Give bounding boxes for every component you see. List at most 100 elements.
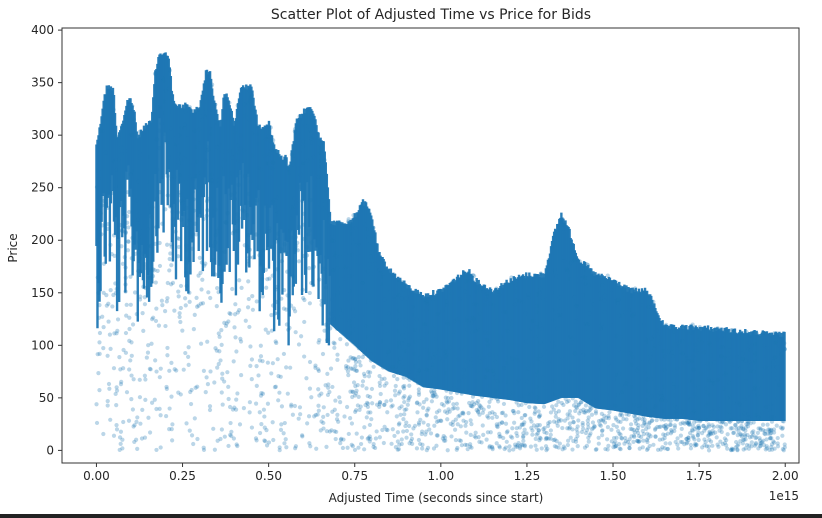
- scatter-point: [773, 354, 778, 360]
- scatter-point: [282, 242, 287, 247]
- scatter-point: [680, 440, 685, 445]
- scatter-point: [554, 439, 559, 444]
- scatter-point: [447, 345, 452, 350]
- scatter-point: [114, 388, 120, 393]
- scatter-point: [620, 389, 625, 394]
- scatter-point: [590, 298, 595, 303]
- scatter-point: [310, 283, 316, 288]
- scatter-point: [709, 412, 714, 418]
- scatter-point: [772, 440, 777, 445]
- scatter-point: [247, 400, 252, 405]
- scatter-point: [629, 434, 634, 439]
- scatter-point: [235, 212, 240, 217]
- scatter-point: [378, 271, 383, 276]
- scatter-point: [572, 351, 578, 356]
- scatter-point: [551, 244, 557, 250]
- scatter-point: [616, 347, 621, 352]
- scatter-point: [662, 436, 667, 441]
- scatter-point: [380, 427, 385, 433]
- scatter-point: [711, 424, 717, 430]
- scatter-point: [607, 410, 612, 415]
- scatter-point: [646, 425, 651, 430]
- scatter-point: [567, 369, 572, 374]
- scatter-point: [665, 446, 671, 452]
- scatter-point: [420, 336, 425, 341]
- scatter-point: [647, 443, 652, 449]
- scatter-point: [580, 263, 585, 268]
- scatter-point: [686, 435, 691, 440]
- scatter-point: [445, 322, 450, 327]
- scatter-point: [654, 417, 659, 423]
- scatter-point: [696, 426, 701, 431]
- scatter-point: [154, 137, 160, 142]
- scatter-point: [451, 329, 456, 335]
- scatter-point: [424, 412, 429, 417]
- scatter-point: [441, 434, 446, 439]
- scatter-point: [237, 422, 243, 427]
- scatter-point: [344, 366, 349, 371]
- scatter-point: [495, 424, 500, 430]
- scatter-point: [611, 423, 616, 428]
- scatter-point: [539, 326, 545, 331]
- scatter-point: [522, 413, 527, 418]
- scatter-point: [640, 445, 645, 450]
- scatter-point: [517, 425, 523, 430]
- scatter-point: [648, 354, 653, 359]
- scatter-point: [510, 390, 515, 395]
- scatter-point: [743, 425, 749, 430]
- scatter-point: [169, 242, 174, 247]
- scatter-point: [249, 93, 254, 98]
- scatter-point: [417, 291, 422, 296]
- scatter-point: [178, 392, 183, 397]
- scatter-point: [155, 105, 160, 110]
- scatter-point: [258, 262, 264, 267]
- scatter-point: [99, 203, 105, 208]
- scatter-point: [316, 387, 321, 392]
- scatter-point: [730, 426, 735, 431]
- scatter-point: [595, 367, 600, 372]
- scatter-point: [278, 374, 283, 379]
- x-tick-label: 0.50: [255, 469, 282, 483]
- scatter-point: [399, 296, 405, 301]
- scatter-point: [540, 295, 545, 300]
- scatter-point: [763, 432, 768, 437]
- scatter-point: [591, 302, 597, 307]
- scatter-point: [259, 248, 264, 254]
- scatter-point: [485, 414, 490, 419]
- scatter-point: [710, 423, 715, 428]
- scatter-point: [286, 327, 291, 332]
- scatter-point: [265, 360, 270, 365]
- scatter-point: [564, 266, 569, 271]
- scatter-point: [291, 204, 296, 210]
- scatter-point: [611, 435, 617, 441]
- scatter-point: [570, 427, 575, 432]
- scatter-point: [179, 125, 184, 130]
- scatter-point: [330, 384, 335, 390]
- scatter-point: [116, 135, 121, 140]
- scatter-point: [597, 422, 602, 427]
- scatter-point: [490, 447, 495, 452]
- scatter-point: [405, 375, 410, 380]
- scatter-point: [188, 401, 194, 407]
- scatter-point: [753, 341, 758, 347]
- scatter-point: [696, 425, 702, 431]
- scatter-point: [345, 335, 350, 340]
- scatter-point: [769, 415, 774, 420]
- scatter-point: [764, 437, 769, 442]
- scatter-point: [357, 241, 362, 246]
- scatter-point: [151, 267, 156, 272]
- scatter-point: [519, 422, 524, 427]
- scatter-point: [143, 377, 148, 382]
- scatter-point: [534, 447, 539, 452]
- scatter-point: [393, 393, 398, 398]
- scatter-point: [769, 430, 774, 436]
- scatter-point: [723, 422, 729, 427]
- scatter-point: [313, 363, 318, 368]
- scatter-point: [356, 445, 361, 450]
- scatter-point: [586, 409, 591, 414]
- scatter-point: [126, 239, 131, 244]
- scatter-point: [592, 424, 597, 429]
- scatter-point: [767, 429, 772, 434]
- scatter-point: [673, 342, 678, 347]
- scatter-point: [748, 333, 753, 338]
